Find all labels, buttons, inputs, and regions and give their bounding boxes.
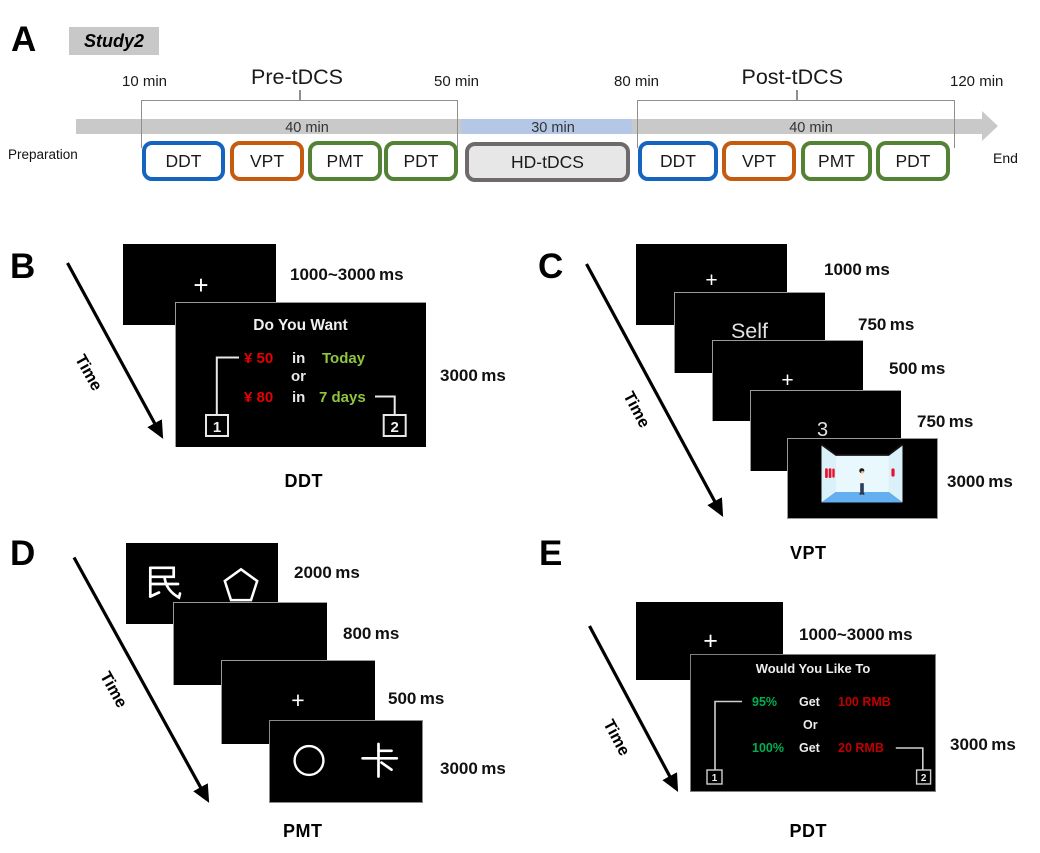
svg-text:1: 1 bbox=[213, 419, 221, 436]
svg-text:1: 1 bbox=[712, 773, 718, 784]
svg-text:2: 2 bbox=[391, 419, 399, 436]
svg-text:2: 2 bbox=[921, 773, 927, 784]
